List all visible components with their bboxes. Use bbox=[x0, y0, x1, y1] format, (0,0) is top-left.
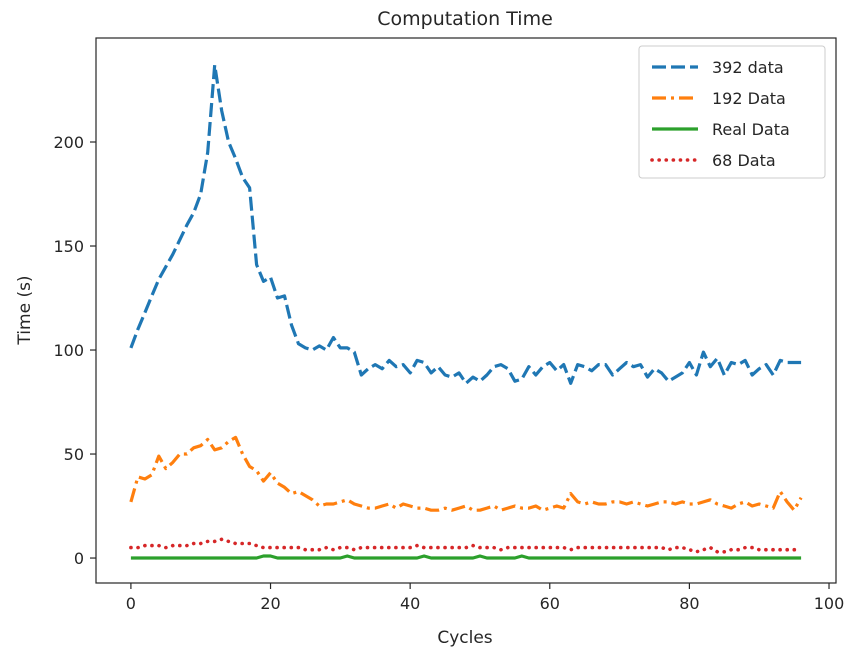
x-tick-label: 0 bbox=[126, 594, 136, 613]
y-tick-label: 0 bbox=[74, 549, 84, 568]
legend-label-3: Real Data bbox=[712, 120, 790, 139]
chart-title: Computation Time bbox=[377, 8, 553, 30]
legend-label-2: 192 Data bbox=[712, 89, 786, 108]
y-axis-label: Time (s) bbox=[15, 275, 35, 345]
x-tick-label: 80 bbox=[679, 594, 699, 613]
x-axis-ticks: 0 20 40 60 80 100 bbox=[126, 583, 844, 613]
x-tick-label: 40 bbox=[400, 594, 420, 613]
legend-label-4: 68 Data bbox=[712, 151, 776, 170]
series-line-1 bbox=[129, 63, 802, 385]
y-tick-label: 150 bbox=[53, 237, 84, 256]
series-line-3 bbox=[130, 554, 802, 560]
y-axis-ticks: 0 50 100 150 200 bbox=[53, 133, 96, 568]
x-tick-label: 100 bbox=[814, 594, 845, 613]
series-line-4 bbox=[129, 537, 803, 554]
x-axis-label: Cycles bbox=[437, 628, 492, 648]
y-tick-label: 50 bbox=[64, 445, 84, 464]
x-tick-label: 20 bbox=[260, 594, 280, 613]
y-tick-label: 100 bbox=[53, 341, 84, 360]
y-tick-label: 200 bbox=[53, 133, 84, 152]
series-layer bbox=[129, 63, 803, 560]
legend-box bbox=[638, 45, 826, 179]
legend: 392 data 192 Data Real Data 68 Data bbox=[638, 45, 826, 179]
x-tick-label: 60 bbox=[540, 594, 560, 613]
legend-label-1: 392 data bbox=[712, 58, 784, 77]
